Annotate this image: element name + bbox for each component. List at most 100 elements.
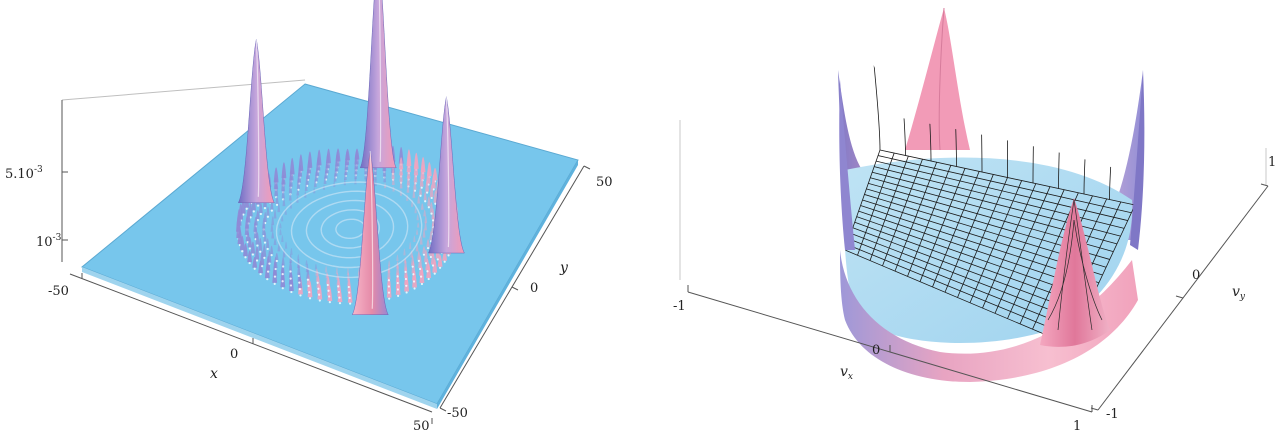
- y-tick-mark: [583, 165, 591, 170]
- ripple-spike: [239, 235, 245, 251]
- right-surface-plot: -1 0 1 -1 0 1 vx vy: [673, 7, 1276, 434]
- ripple-highlight: [405, 291, 408, 294]
- left-tick-marks: [62, 165, 591, 424]
- ripple-highlight: [413, 287, 416, 290]
- right-front-rim: [840, 250, 1138, 382]
- ripple-spike: [422, 228, 426, 238]
- ripple-spike: [282, 197, 286, 207]
- peak-highlight: [369, 151, 374, 309]
- right-front-peak-mesh: [1047, 199, 1103, 331]
- ripple-spike: [314, 170, 318, 182]
- vx-tick-label: 0: [872, 343, 880, 358]
- right-right-wall: [1130, 70, 1145, 250]
- ripple-highlight: [263, 256, 266, 259]
- ripple-highlight: [387, 291, 391, 294]
- y-tick-label: -50: [447, 406, 468, 421]
- ripple-spike: [313, 179, 317, 188]
- vy-tick-mark: [1260, 183, 1269, 187]
- ripple-highlight: [338, 296, 341, 299]
- ripple-highlight: [308, 297, 312, 300]
- ripple-highlight: [266, 278, 269, 281]
- ripple-spike: [411, 255, 415, 266]
- ripple-highlight: [328, 295, 331, 298]
- ripple-spike: [296, 189, 300, 196]
- x-tick-label: 0: [230, 347, 238, 362]
- ripple-spike: [344, 158, 349, 171]
- ripple-highlight: [429, 255, 432, 259]
- left-y-ticks: -50 0 50: [447, 175, 613, 421]
- ripple-spike: [399, 166, 403, 176]
- ripple-spike: [417, 250, 421, 260]
- vy-tick-mark: [1175, 295, 1184, 299]
- ripple-spike: [270, 223, 274, 232]
- ripple-highlight: [348, 296, 351, 300]
- ripple-spike: [429, 202, 434, 213]
- ripple-spike: [281, 257, 285, 266]
- ripple-highlight: [424, 200, 427, 203]
- ripple-spike: [254, 246, 260, 260]
- ripple-spike: [281, 162, 287, 179]
- ripple-spike: [281, 189, 285, 199]
- ripple-highlight: [281, 280, 284, 283]
- ripple-spike: [262, 217, 266, 229]
- ripple-spike: [406, 175, 411, 186]
- ripple-spike: [275, 252, 279, 261]
- ripple-highlight: [244, 256, 247, 259]
- ripple-spike: [431, 174, 436, 189]
- ripple-spike: [305, 260, 308, 266]
- right-y-ticks: -1 0 1: [1106, 155, 1276, 422]
- ripple-highlight: [430, 196, 433, 200]
- ripple-spike: [271, 231, 275, 239]
- ripple-highlight: [425, 191, 429, 194]
- ripple-spike: [281, 235, 284, 243]
- ripple-highlight: [404, 270, 407, 273]
- ripple-spike: [354, 156, 359, 170]
- ripple-spike: [346, 272, 350, 281]
- ripple-spike: [248, 201, 253, 217]
- ripple-spike: [288, 183, 293, 194]
- ripple-highlight: [438, 266, 442, 269]
- mesh-line: [876, 160, 1128, 221]
- ripple-spike: [305, 173, 309, 185]
- ripple-highlight: [290, 290, 293, 294]
- ripple-highlight: [326, 283, 329, 287]
- ripple-highlight: [434, 202, 437, 205]
- ripple-highlight: [282, 265, 285, 268]
- ripple-spike: [269, 245, 274, 255]
- left-z-ticks: 5.10-3 10-3: [5, 165, 62, 250]
- ripple-highlight: [298, 288, 302, 291]
- left-surface-plot: -50 0 50 -50 0 50 5.10-3 10-3 x y: [5, 0, 613, 434]
- ripple-highlight: [427, 206, 430, 209]
- wall-mesh-line: [871, 39, 881, 151]
- ripple-spike: [424, 215, 428, 224]
- ripple-highlight: [273, 282, 276, 285]
- ripple-spike: [323, 175, 327, 185]
- ripple-highlight: [426, 246, 430, 250]
- ripple-spike: [409, 241, 412, 249]
- ripple-spike: [277, 203, 281, 213]
- ripple-spike: [262, 244, 267, 257]
- y-tick-label: 50: [596, 175, 613, 190]
- ripple-highlight: [387, 279, 390, 282]
- ripple-spike: [406, 183, 410, 193]
- ripple-highlight: [427, 277, 430, 281]
- ripple-highlight: [420, 282, 424, 286]
- ripple-highlight: [270, 254, 273, 257]
- ripple-spike: [335, 267, 339, 275]
- ripple-highlight: [337, 290, 340, 294]
- ripple-spike: [247, 237, 252, 248]
- ripple-spike: [423, 209, 427, 217]
- ripple-spike: [406, 170, 411, 179]
- ripple-spike: [413, 181, 417, 190]
- ripple-spike: [382, 165, 387, 177]
- ripple-spike: [296, 178, 301, 189]
- ripple-highlight: [266, 215, 270, 218]
- ripple-spike: [274, 183, 279, 197]
- ripple-spike: [266, 206, 270, 216]
- ripple-highlight: [248, 247, 251, 250]
- ripple-highlight: [256, 219, 259, 222]
- ripple-highlight: [245, 207, 248, 210]
- ripple-highlight: [275, 203, 279, 206]
- ripple-highlight: [347, 285, 350, 289]
- surface-peak: [359, 0, 397, 169]
